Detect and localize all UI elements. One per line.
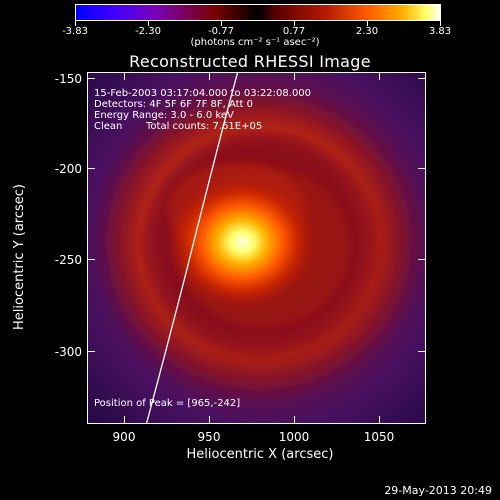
y-major-tick [418,78,426,79]
x-tick-label: 1050 [363,430,395,444]
y-major-tick [87,168,95,169]
y-major-tick [418,259,426,260]
x-major-tick [294,416,295,424]
x-major-tick [124,72,125,80]
x-tick-label: 950 [197,430,221,444]
colorbar-tick-label: -3.83 [62,26,88,37]
colorbar-tick-label: 2.30 [355,26,379,37]
algorithm-text: Clean [94,121,123,132]
detectors-text: Detectors: 4F 5F 6F 7F 8F, Att 0 [94,99,254,110]
y-tick-label: -150 [54,72,82,86]
y-tick-label: -300 [54,345,82,359]
colorbar-tick [148,21,149,26]
timestamp: 29-May-2013 20:49 [384,484,492,497]
y-major-tick [87,78,95,79]
colorbar-tick [221,21,222,26]
peak-position-text: Position of Peak = [965,-242] [94,398,241,409]
colorbar-tick [440,21,441,26]
x-major-tick [209,72,210,80]
colorbar-tick [294,21,295,26]
colorbar [75,4,441,21]
plot-title: Reconstructed RHESSI Image [129,52,371,71]
colorbar-units: (photons cm⁻² s⁻¹ asec⁻²) [190,37,320,48]
colorbar-tick [75,21,76,26]
x-axis-label: Heliocentric X (arcsec) [186,447,334,462]
x-major-tick [379,72,380,80]
y-tick-label: -200 [54,162,82,176]
y-major-tick [418,351,426,352]
solar-limb-line [145,73,239,423]
x-major-tick [124,416,125,424]
colorbar-tick-label: -2.30 [135,26,161,37]
colorbar-tick-label: -0.77 [208,26,234,37]
energy-range-text: Energy Range: 3.0 - 6.0 keV [94,110,234,121]
y-major-tick [418,168,426,169]
x-tick-label: 900 [112,430,136,444]
x-major-tick [379,416,380,424]
y-tick-label: -250 [54,253,82,267]
y-major-tick [87,259,95,260]
x-major-tick [209,416,210,424]
total-counts-text: Total counts: 7.61E+05 [146,121,263,132]
rhessi-image [88,73,425,423]
colorbar-tick-label: 0.77 [282,26,306,37]
x-major-tick [294,72,295,80]
image-plot [87,72,426,424]
x-tick-label: 1000 [278,430,310,444]
y-major-tick [87,351,95,352]
y-axis-label: Heliocentric Y (arcsec) [12,184,27,330]
colorbar-tick [367,21,368,26]
colorbar-tick-label: 3.83 [428,26,452,37]
time-range-text: 15-Feb-2003 03:17:04.000 to 03:22:08.000 [94,88,312,99]
